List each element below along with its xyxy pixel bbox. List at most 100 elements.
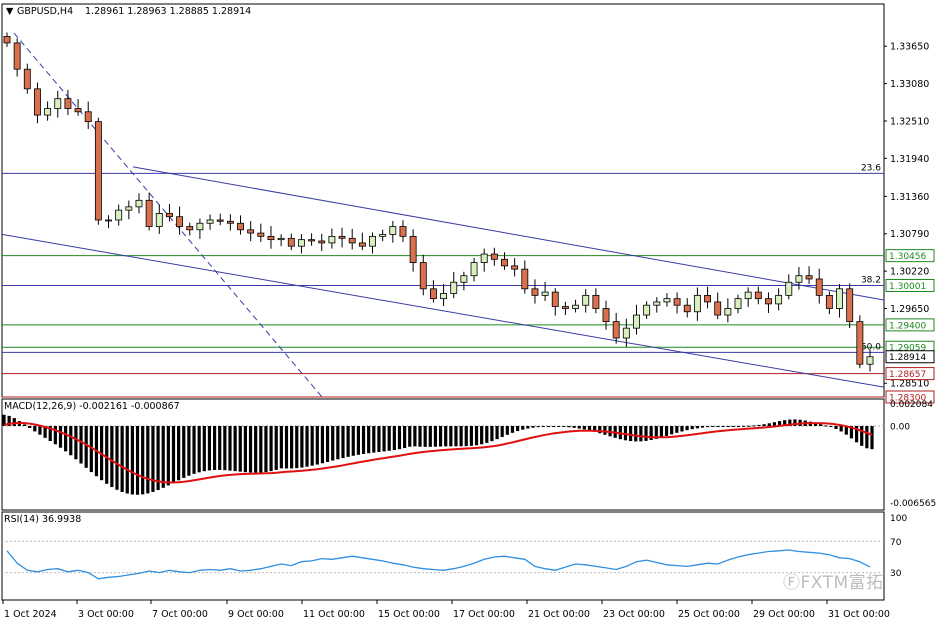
bearish-candle — [287, 237, 295, 247]
macd-histogram-bar — [567, 426, 571, 428]
bearish-candle — [338, 235, 346, 239]
macd-histogram-bar — [788, 419, 792, 426]
bearish-candle — [490, 253, 498, 260]
watermark-text: FXTM富拓 — [800, 573, 884, 593]
bullish-candle — [135, 199, 143, 208]
macd-histogram-bar — [361, 426, 366, 454]
macd-histogram-bar — [69, 426, 73, 456]
bullish-candle — [206, 219, 214, 224]
x-axis-label: 7 Oct 00:00 — [152, 609, 208, 620]
macd-histogram-bar — [259, 426, 263, 473]
macd-histogram-bar — [649, 426, 653, 441]
bearish-candle — [419, 262, 427, 290]
macd-histogram-bar — [793, 419, 797, 426]
x-axis-label: 25 Oct 00:00 — [678, 609, 740, 620]
macd-histogram-bar — [767, 423, 771, 426]
bearish-candle — [765, 298, 772, 305]
macd-histogram-bar — [105, 426, 109, 484]
macd-histogram-bar — [192, 426, 196, 474]
macd-histogram-bar — [141, 426, 145, 495]
level-tag-box — [885, 350, 935, 364]
macd-histogram-bar — [341, 426, 345, 459]
macd-histogram-bar — [747, 425, 751, 427]
price-tick-label: 1.29650 — [890, 304, 929, 315]
x-axis-label: 17 Oct 00:00 — [453, 609, 515, 620]
bearish-candle — [592, 294, 600, 309]
macd-histogram-bar — [28, 426, 32, 428]
macd-histogram-bar — [58, 426, 63, 448]
macd-histogram-bar — [860, 426, 864, 446]
ohlc-readout: 1.28961 1.28963 1.28885 1.28914 — [85, 6, 251, 17]
macd-histogram-bar — [12, 418, 16, 426]
bullish-candle — [866, 356, 874, 365]
macd-histogram-bar — [700, 426, 705, 428]
macd-histogram-bar — [202, 426, 206, 472]
x-axis-label: 9 Oct 00:00 — [228, 609, 284, 620]
price-tick-label: 1.30220 — [890, 267, 929, 278]
macd-histogram-bar — [197, 426, 201, 473]
macd-histogram-bar — [593, 426, 597, 432]
x-axis-label: 23 Oct 00:00 — [603, 609, 665, 620]
macd-histogram-bar — [577, 426, 581, 429]
macd-histogram-bar — [772, 422, 777, 426]
macd-histogram-bar — [182, 426, 186, 478]
macd-histogram-bar — [290, 426, 294, 469]
macd-histogram-bar — [495, 426, 499, 440]
macd-histogram-bar — [459, 426, 463, 447]
bearish-candle — [612, 321, 620, 339]
macd-histogram-bar — [464, 426, 468, 447]
macd-histogram-bar — [43, 426, 47, 438]
macd-histogram-bar — [151, 426, 155, 492]
macd-histogram-bar — [428, 426, 432, 447]
bearish-candle — [754, 291, 762, 300]
fib-label: 23.6 — [861, 163, 881, 173]
macd-histogram-bar — [562, 426, 566, 427]
macd-tick-label: 0.002084 — [890, 400, 933, 410]
bullish-candle — [105, 219, 112, 222]
macd-histogram-bar — [2, 414, 6, 426]
macd-histogram-bar — [824, 425, 828, 427]
price-tick-label: 1.30790 — [890, 229, 929, 240]
bullish-candle — [460, 275, 468, 283]
macd-histogram-bar — [685, 426, 689, 431]
level-tag-label: 1.28914 — [889, 353, 926, 363]
level-tag-label: 1.29400 — [889, 321, 926, 331]
macd-histogram-bar — [500, 426, 504, 437]
macd-histogram-bar — [813, 422, 818, 426]
bullish-candle — [836, 288, 843, 309]
level-tag-box — [885, 367, 935, 381]
bearish-candle — [176, 216, 184, 227]
bullish-candle — [297, 239, 305, 247]
bullish-candle — [795, 275, 803, 283]
macd-histogram-bar — [444, 426, 448, 447]
bullish-candle — [277, 237, 285, 241]
macd-histogram-bar — [310, 426, 314, 466]
bearish-candle — [226, 220, 234, 224]
bearish-candle — [74, 108, 82, 113]
macd-histogram-bar — [166, 426, 170, 486]
macd-histogram-bar — [557, 426, 561, 427]
bullish-candle — [663, 298, 671, 303]
bullish-candle — [369, 235, 376, 247]
macd-histogram-bar — [639, 426, 643, 442]
macd-histogram-bar — [598, 426, 602, 434]
macd-histogram-bar — [346, 426, 350, 457]
bearish-candle — [551, 291, 559, 307]
macd-histogram-bar — [762, 424, 766, 426]
macd-histogram-bar — [171, 426, 176, 483]
bullish-candle — [115, 209, 123, 221]
x-axis-label: 15 Oct 00:00 — [378, 609, 440, 620]
macd-histogram-bar — [731, 426, 735, 427]
level-tag-box — [885, 278, 935, 292]
lower-channel-line — [1, 233, 885, 388]
macd-histogram-bar — [572, 426, 576, 428]
watermark: ⒻFXTM富拓 — [783, 568, 884, 593]
macd-histogram-bar — [582, 426, 586, 430]
upper-channel-line — [132, 166, 885, 301]
macd-histogram-bar — [387, 426, 391, 451]
macd-histogram-bar — [22, 424, 27, 426]
bearish-candle — [267, 235, 275, 241]
macd-histogram-bar — [526, 426, 530, 429]
x-axis-label: 1 Oct 2024 — [4, 609, 57, 620]
